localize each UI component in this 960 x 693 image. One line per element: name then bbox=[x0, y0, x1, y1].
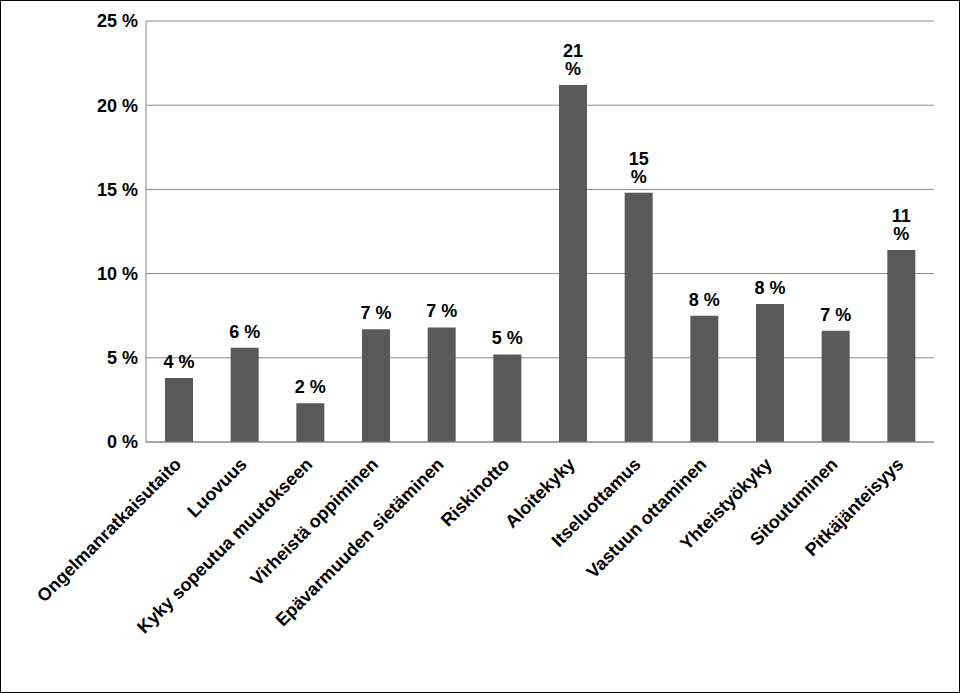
svg-text:5 %: 5 % bbox=[107, 348, 138, 368]
svg-text:Epävarmuuden sietäminen: Epävarmuuden sietäminen bbox=[272, 454, 448, 630]
svg-text:Ongelmanratkaisutaito: Ongelmanratkaisutaito bbox=[33, 454, 185, 606]
svg-text:Luovuus: Luovuus bbox=[184, 454, 251, 521]
svg-text:Riskinotto: Riskinotto bbox=[437, 454, 514, 531]
svg-text:Itseluottamus: Itseluottamus bbox=[547, 454, 645, 551]
svg-text:Pitkäjänteisyys: Pitkäjänteisyys bbox=[801, 454, 907, 560]
svg-text:Kyky sopeutua muutokseen: Kyky sopeutua muutokseen bbox=[133, 454, 317, 638]
svg-text:7 %: 7 % bbox=[820, 305, 851, 325]
svg-text:6 %: 6 % bbox=[229, 322, 260, 342]
svg-text:Vastuun ottaminen: Vastuun ottaminen bbox=[582, 454, 710, 582]
svg-text:5 %: 5 % bbox=[492, 328, 523, 348]
svg-text:11%: 11% bbox=[892, 206, 911, 244]
svg-text:8 %: 8 % bbox=[754, 278, 785, 298]
svg-text:7 %: 7 % bbox=[426, 301, 457, 321]
svg-text:4 %: 4 % bbox=[163, 352, 194, 372]
svg-text:8 %: 8 % bbox=[689, 290, 720, 310]
svg-text:21%: 21% bbox=[563, 41, 583, 79]
svg-text:Virheistä oppiminen: Virheistä oppiminen bbox=[246, 454, 382, 590]
svg-text:2 %: 2 % bbox=[295, 377, 326, 397]
svg-text:15%: 15% bbox=[629, 149, 649, 187]
svg-text:20 %: 20 % bbox=[97, 96, 138, 116]
svg-text:Sitoutuminen: Sitoutuminen bbox=[746, 454, 842, 550]
svg-text:15 %: 15 % bbox=[97, 180, 138, 200]
svg-text:Yhteistyökyky: Yhteistyökyky bbox=[676, 454, 776, 554]
svg-text:10 %: 10 % bbox=[97, 264, 138, 284]
svg-text:0 %: 0 % bbox=[107, 432, 138, 452]
svg-text:7 %: 7 % bbox=[360, 303, 391, 323]
svg-text:25 %: 25 % bbox=[97, 11, 138, 31]
svg-text:Aloitekyky: Aloitekyky bbox=[501, 454, 579, 532]
